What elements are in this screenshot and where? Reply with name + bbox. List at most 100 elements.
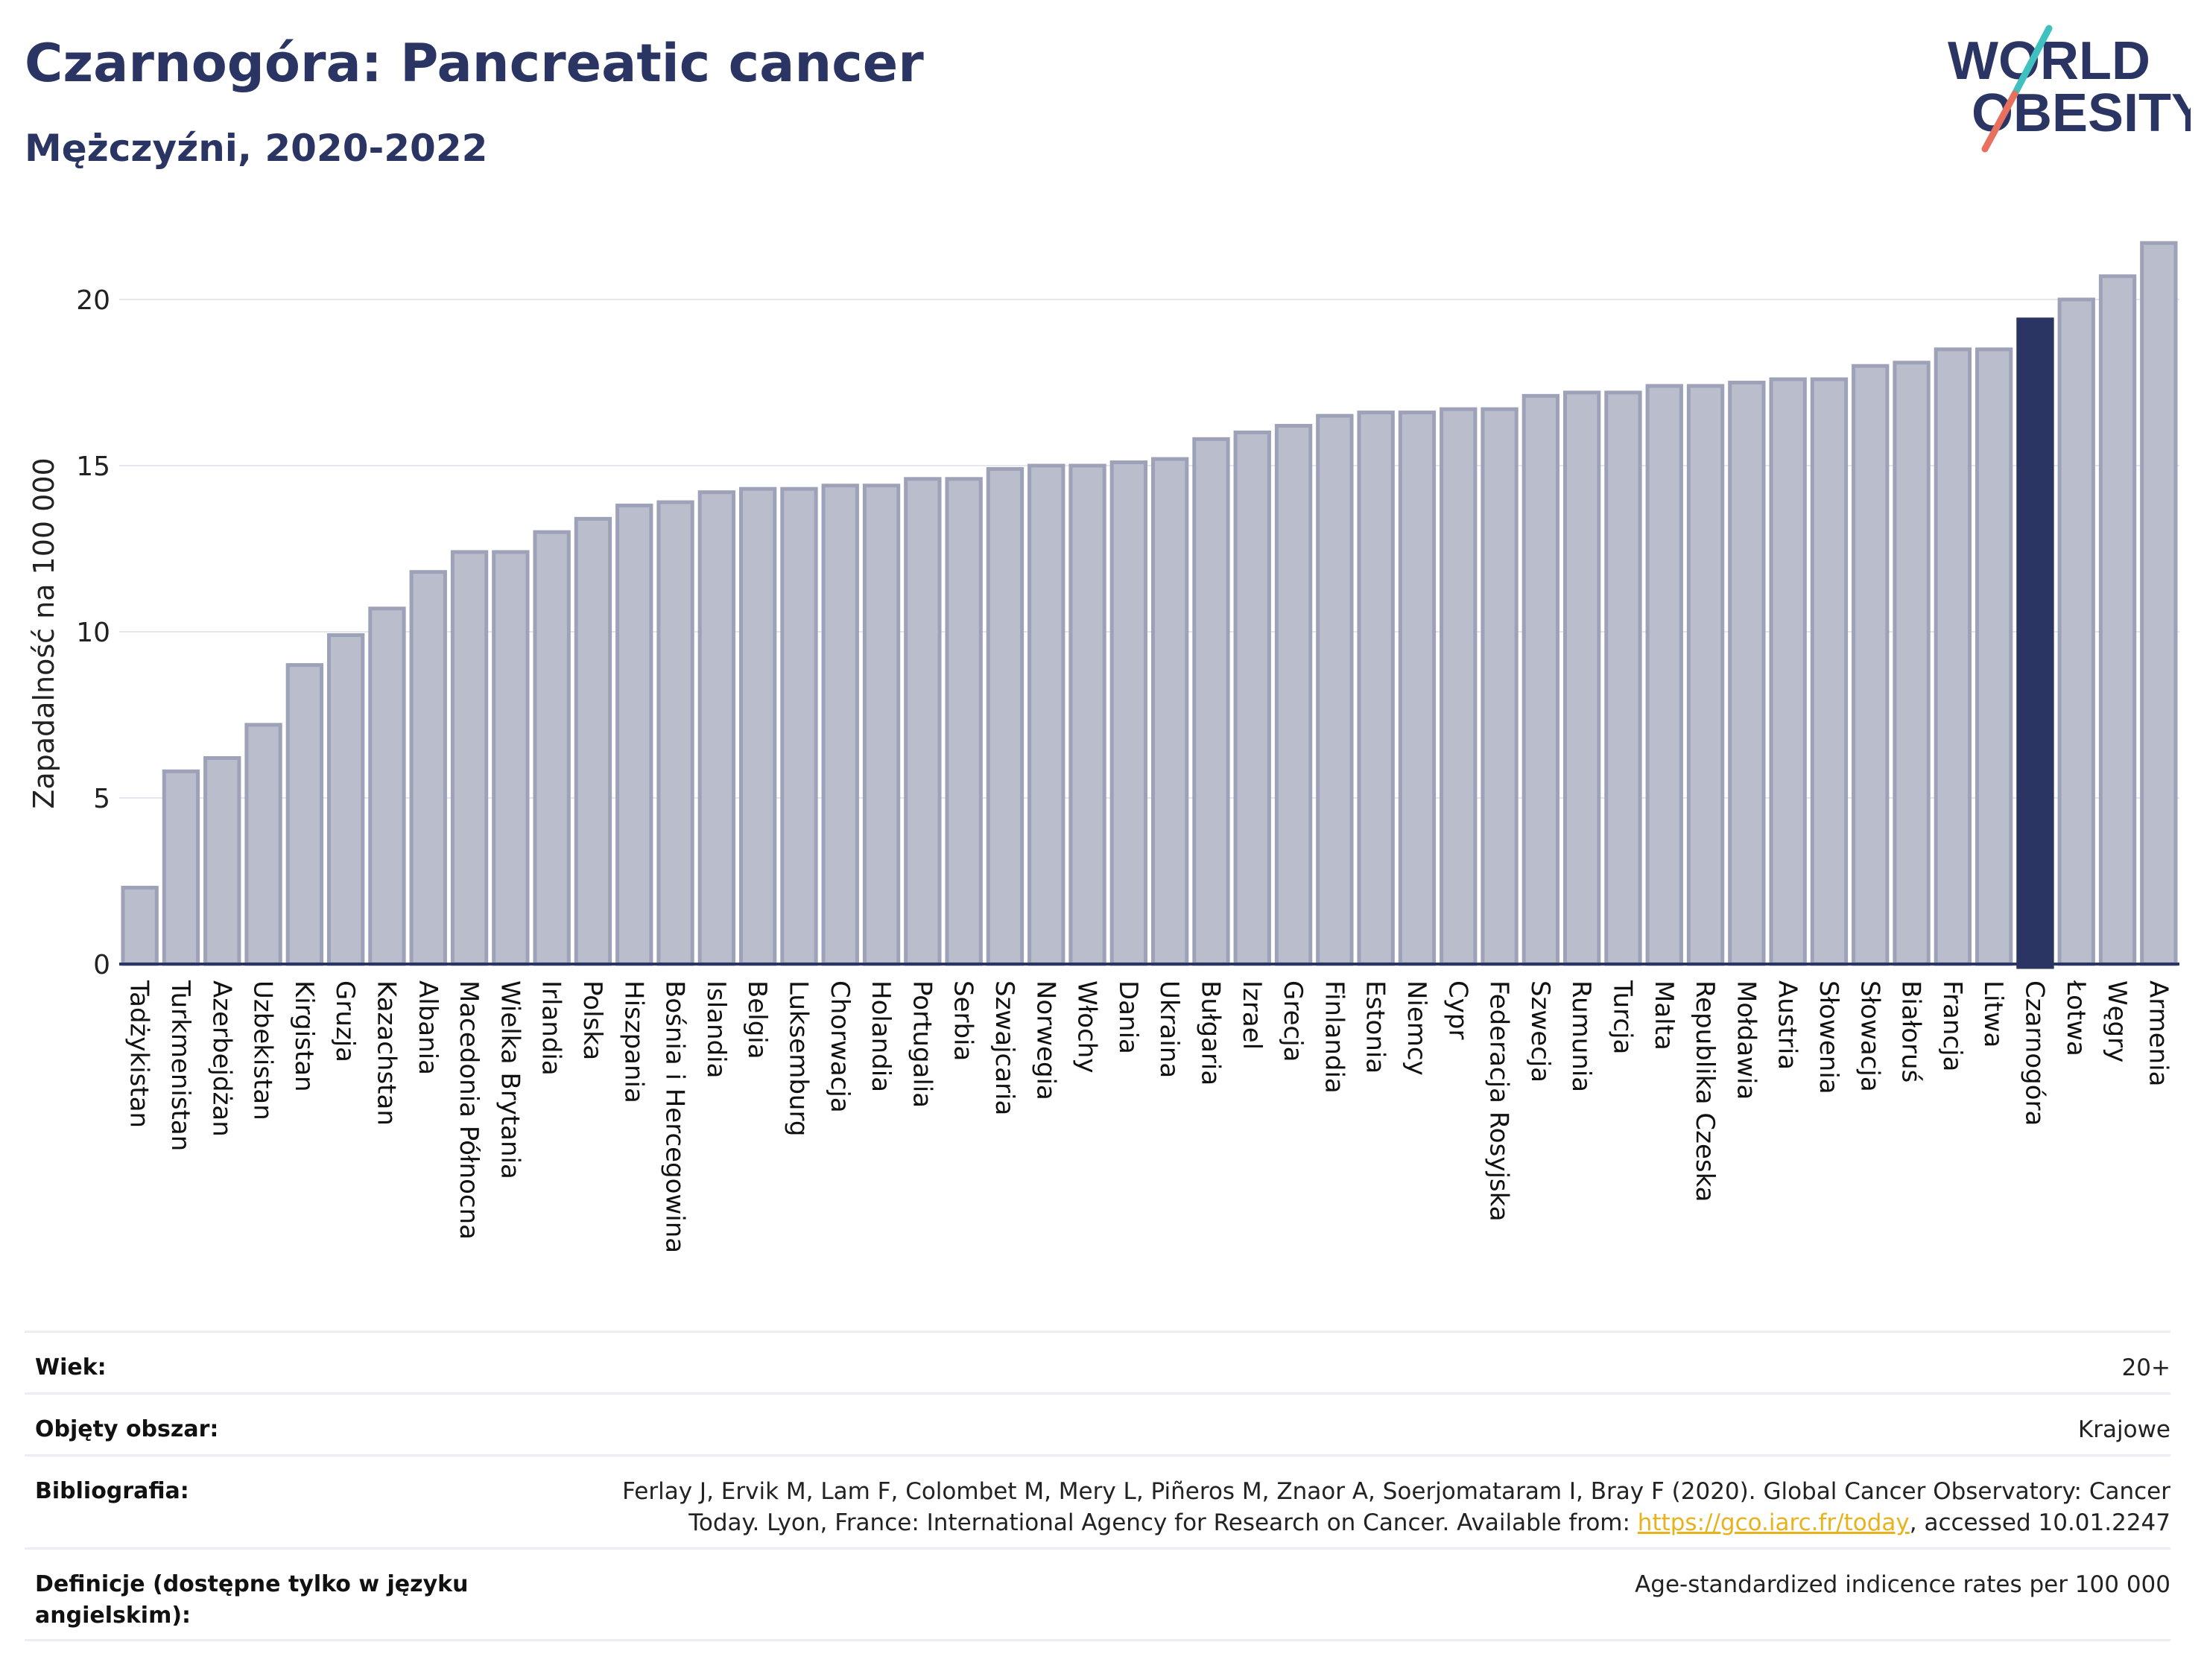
x-tick-label: Czarnogóra (2019, 980, 2049, 1126)
bar-7 (409, 570, 447, 966)
info-value-area: Krajowe (2077, 1416, 2170, 1443)
bar-16 (780, 486, 818, 966)
y-tick-label: 15 (76, 451, 110, 482)
logo-slash-coral (1981, 90, 2018, 153)
bar-27 (1233, 430, 1271, 966)
logo-slash-teal (2011, 25, 2053, 98)
x-tick-label: Serbia (949, 980, 978, 1061)
x-tick-label: Irlandia (536, 980, 566, 1076)
info-label-bibliography: Bibliografia: (35, 1478, 189, 1504)
x-tick-label: Republika Czeska (1690, 980, 1720, 1202)
x-tick-label: Rumunia (1566, 980, 1596, 1092)
bar-26 (1192, 437, 1230, 966)
x-tick-label: Uzbekistan (248, 980, 278, 1120)
info-row-bibliography: Bibliografia: Ferlay J, Ervik M, Lam F, … (25, 1454, 2170, 1547)
chart-subtitle: Mężczyźni, 2020-2022 (25, 127, 488, 170)
bar-35 (1562, 390, 1601, 966)
bar-25 (1150, 457, 1189, 966)
bar-19 (904, 477, 942, 966)
x-tick-label: Cypr (1443, 980, 1472, 1039)
bar-chart: 0 5 10 15 20 Tadżykistan Turkmenistan Azerbejdż… (28, 241, 2179, 1253)
x-tick-label: Estonia (1361, 980, 1390, 1074)
x-tick-label: Chorwacja (825, 980, 855, 1113)
bar-44 (1934, 347, 1972, 966)
bar-33 (1481, 407, 1519, 966)
x-tick-label: Gruzja (330, 980, 360, 1062)
bar-17 (821, 484, 859, 966)
bar-30 (1357, 411, 1395, 966)
info-row-age: Wiek: 20+ (25, 1331, 2170, 1392)
x-tick-label: Polska (577, 980, 607, 1060)
bar-24 (1109, 460, 1148, 966)
bar-18 (862, 484, 901, 966)
bar-21 (986, 466, 1025, 966)
info-label-definitions: Definicje (dostępne tylko w języku angie… (35, 1571, 469, 1629)
info-table: Wiek: 20+ Objęty obszar: Krajowe Bibliog… (25, 1331, 2170, 1641)
info-row-area: Objęty obszar: Krajowe (25, 1392, 2170, 1454)
info-value-age: 20+ (2121, 1354, 2170, 1381)
bar-5 (326, 633, 365, 966)
bar-0 (121, 885, 159, 966)
x-tick-label: Kazachstan (371, 980, 401, 1126)
bar-10 (533, 530, 571, 966)
info-label-age: Wiek: (35, 1354, 107, 1381)
bar-43 (1893, 361, 1931, 966)
x-tick-label: Belgia (742, 980, 772, 1059)
x-tick-label: Węgry (2102, 980, 2132, 1062)
bar-4 (285, 663, 324, 966)
bar-8 (450, 550, 489, 966)
bar-39 (1728, 381, 1766, 966)
x-tick-label: Federacja Rosyjska (1484, 980, 1514, 1222)
bibliography-link[interactable]: https://gco.iarc.fr/today (1637, 1509, 1910, 1536)
chart-title: Czarnogóra: Pancreatic cancer (25, 33, 924, 94)
x-tick-label: Albania (413, 980, 443, 1075)
bars (121, 241, 2178, 969)
x-tick-label: Francja (1937, 980, 1967, 1071)
bar-48 (2098, 274, 2137, 966)
logo-line1: WORLD (1948, 31, 2150, 91)
info-label-area: Objęty obszar: (35, 1416, 219, 1442)
bar-40 (1769, 377, 1807, 966)
x-tick-label: Bułgaria (1195, 980, 1225, 1085)
info-value-definitions: Age-standardized indicence rates per 100… (1635, 1571, 2170, 1598)
bar-13 (656, 500, 694, 966)
bar-47 (2057, 297, 2095, 966)
bibliography-line2-end: , accessed 10.01.2247 (1909, 1509, 2170, 1536)
info-value-bibliography: Ferlay J, Ervik M, Lam F, Colombet M, Me… (622, 1476, 2170, 1538)
x-tick-label: Armenia (2143, 980, 2173, 1087)
y-tick-label: 20 (76, 285, 110, 316)
y-axis-label: Zapadalność na 100 000 (28, 457, 60, 808)
bar-31 (1398, 411, 1437, 966)
bar-38 (1686, 384, 1725, 966)
bar-12 (615, 504, 653, 966)
x-tick-label: Kirgistan (289, 980, 319, 1092)
x-tick-label: Luksemburg (783, 980, 813, 1136)
y-tick-label: 10 (76, 618, 110, 648)
x-tick-label: Mołdawia (1731, 980, 1761, 1100)
bar-6 (368, 606, 406, 966)
bar-42 (1852, 364, 1890, 966)
bibliography-line2: Today. Lyon, France: International Agenc… (688, 1509, 1638, 1536)
x-tick-label: Włochy (1072, 980, 1102, 1073)
x-tick-label: Turkmenistan (165, 980, 195, 1151)
x-tick-label: Azerbejdżan (206, 980, 236, 1137)
x-tick-label: Turcja (1607, 980, 1637, 1054)
bibliography-line1: Ferlay J, Ervik M, Lam F, Colombet M, Me… (622, 1478, 2170, 1505)
x-tick-label: Wielka Brytania (495, 980, 525, 1179)
bar-3 (244, 723, 282, 966)
x-tick-label: Słowenia (1814, 980, 1843, 1094)
x-tick-label: Ukraina (1154, 980, 1184, 1078)
bar-37 (1645, 384, 1683, 966)
bar-1 (162, 769, 200, 966)
bar-46 (2016, 317, 2054, 969)
bar-36 (1604, 390, 1642, 966)
bar-34 (1521, 393, 1560, 966)
bar-28 (1274, 423, 1313, 966)
x-tick-label: Malta (1649, 980, 1679, 1050)
bar-45 (1975, 347, 2013, 966)
bar-11 (574, 516, 612, 966)
x-tick-label: Dania (1113, 980, 1143, 1054)
axes: 0 5 10 15 20 Tadżykistan Turkmenistan Azerbejdż… (76, 285, 2179, 1253)
x-tick-label: Szwecja (1525, 980, 1555, 1083)
bar-23 (1068, 463, 1106, 966)
